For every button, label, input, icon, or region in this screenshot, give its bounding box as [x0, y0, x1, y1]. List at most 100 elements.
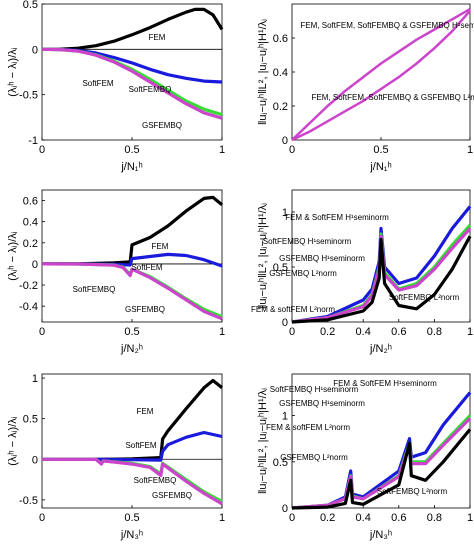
- series-line-1: [42, 430, 223, 462]
- annotation-label: SoftFEMBQ H¹seminorm: [263, 237, 352, 246]
- y-tick-label: 0: [282, 317, 288, 329]
- annotation-label: GSFEMBQ L²norm: [280, 453, 348, 462]
- x-tick-label: 0.2: [320, 326, 335, 338]
- annotation-label: FEM, SoftFEM, SoftFEMBQ & GSFEMBQ L²norm: [312, 93, 474, 102]
- annotation-label: SoftFEMBQ: [134, 476, 177, 485]
- annotation-label: FEM, SoftFEM, SoftFEMBQ & GSFEMBQ H¹semi…: [300, 21, 474, 30]
- y-tick-label: 0: [32, 259, 38, 271]
- x-axis-label: j/N₂ʰ: [369, 343, 392, 355]
- series-line-2: [291, 417, 472, 510]
- y-tick-label: 1: [282, 207, 288, 219]
- x-tick-label: 0.2: [320, 512, 335, 524]
- annotation-label: SoftFEM: [125, 441, 156, 450]
- x-tick-label: 0.5: [124, 512, 139, 524]
- x-axis-label: j/N₂ʰ: [120, 343, 143, 355]
- annotation-label: FEM & SoftFEM H¹seminorm: [285, 213, 389, 222]
- x-tick-label: 1: [219, 144, 225, 156]
- y-tick-label: 0: [32, 44, 38, 56]
- y-tick-label: -0.4: [19, 301, 38, 313]
- y-tick-label: 0.4: [273, 67, 288, 79]
- x-axis-label: j/N₁ʰ: [369, 161, 391, 173]
- series-line-2: [41, 47, 223, 117]
- plot-frame: [291, 189, 471, 323]
- x-tick-label: 1: [467, 326, 473, 338]
- annotation-label: GSFEMBQ H¹seminorm: [279, 399, 365, 408]
- x-tick-label: 0.6: [391, 512, 406, 524]
- annotation-label: GSFEMBQ: [125, 305, 165, 314]
- annotation-label: FEM: [137, 407, 154, 416]
- x-tick-label: 1: [467, 512, 473, 524]
- annotation-label: SoftFEMBQ H¹seminorm: [270, 385, 359, 394]
- y-tick-label: 0: [282, 135, 288, 147]
- series-line-0: [291, 8, 471, 141]
- y-tick-label: 0.6: [273, 33, 288, 45]
- x-tick-label: 1: [219, 326, 225, 338]
- y-tick-label: 0.2: [273, 101, 288, 113]
- chart-panel-f: 0 0.2 0.4 0.6 0.8 1 0 0.5 1 j/N₃ʰ ‖uⱼ−uⱼʰ‖L², |uⱼ−…: [257, 373, 473, 541]
- y-tick-label: -0.5: [19, 90, 38, 102]
- y-tick-label: -0.2: [19, 280, 38, 292]
- x-axis-label: j/N₃ʰ: [120, 529, 143, 541]
- series-line-0: [41, 195, 224, 266]
- y-axis-label: ‖uⱼ−uⱼʰ‖L², |uⱼ−uⱼʰ|H¹/λⱼ: [257, 203, 269, 309]
- series-line-1: [291, 9, 471, 142]
- x-tick-label: 0: [39, 144, 45, 156]
- x-axis-label: j/N₁ʰ: [120, 161, 142, 173]
- y-tick-label: 0: [282, 503, 288, 515]
- x-tick-label: 1: [467, 144, 473, 156]
- x-axis-label: j/N₃ʰ: [369, 529, 392, 541]
- y-axis-label: (λⱼʰ − λⱼ)/λⱼ: [7, 231, 19, 280]
- x-tick-label: 0.8: [427, 512, 442, 524]
- series-line-3: [41, 47, 223, 120]
- x-tick-label: 0: [289, 326, 295, 338]
- annotation-label: GSFEMBQ H¹seminorm: [279, 254, 365, 263]
- chart-panel-b: 0 0.5 1 0 0.2 0.4 0.6 j/N₁ʰ ‖uⱼ−uⱼʰ‖L², |uⱼ−uⱼʰ|…: [257, 3, 474, 173]
- series-line-3: [291, 235, 472, 324]
- x-tick-label: 0.8: [427, 326, 442, 338]
- series-line-0: [41, 7, 224, 51]
- y-tick-label: 1: [32, 373, 38, 385]
- y-tick-label: 0.5: [23, 414, 38, 426]
- annotation-label: SoftFEMBQ: [73, 285, 116, 294]
- x-tick-label: 0: [289, 144, 295, 156]
- y-tick-label: -0.5: [19, 495, 38, 507]
- y-tick-label: 0: [32, 454, 38, 466]
- annotation-label: SoftFEMBQ: [129, 85, 172, 94]
- x-tick-label: 0.4: [356, 512, 371, 524]
- series-line-1: [41, 47, 223, 84]
- chart-panel-a: 0 0.5 1 -1 -0.5 0 0.5 j/N₁ʰ (λⱼʰ − λⱼ)/λⱼ FEM Soft…: [7, 0, 225, 173]
- y-tick-label: 0.6: [23, 196, 38, 208]
- x-tick-label: 0.5: [124, 326, 139, 338]
- chart-panel-e: 0 0.5 1-0.500.51j/N₃ʰ(λⱼʰ − λⱼ)/λⱼFEMSoftF…: [7, 373, 225, 541]
- y-tick-label: 1: [282, 411, 288, 423]
- chart-panel-d: 0 0.2 0.4 0.6 0.8 1 0 0.5 1 j/N₂ʰ ‖uⱼ−uⱼʰ‖L², |uⱼ−…: [251, 189, 473, 355]
- x-tick-label: 1: [219, 512, 225, 524]
- annotation-label: SoftFEM: [131, 263, 162, 272]
- x-tick-label: 0.4: [356, 326, 371, 338]
- annotation-label: FEM: [149, 33, 166, 42]
- y-tick-label: 0.4: [23, 217, 38, 229]
- y-tick-label: 0.5: [273, 457, 288, 469]
- y-tick-label: 0.5: [23, 0, 38, 11]
- y-tick-label: -1: [28, 135, 38, 147]
- x-tick-label: 0: [289, 512, 295, 524]
- plot-frame: [291, 373, 471, 509]
- annotation-label: GSFEMBQ: [142, 121, 182, 130]
- x-tick-label: 0.5: [124, 144, 139, 156]
- series-line-3: [41, 262, 223, 321]
- annotation-label: FEM: [152, 242, 169, 251]
- annotation-label: FEM & softFEM L²norm: [266, 423, 350, 432]
- annotation-label: GSFEMBQ: [152, 491, 192, 500]
- x-tick-label: 0.6: [391, 326, 406, 338]
- chart-panel-c: 0 0.5 1 -0.4 -0.2 0 0.2 0.4 0.6 j/N₂ʰ (λⱼʰ − λⱼ)/λ…: [7, 189, 225, 355]
- annotation-label: FEM & SoftFEM H¹seminorm: [333, 379, 437, 388]
- annotation-label: SoftFEMBQ L²norm: [377, 487, 448, 496]
- annotation-label: FEM & softFEM L²norm: [251, 305, 335, 314]
- x-tick-label: 0.5: [373, 144, 388, 156]
- series-line-3: [41, 457, 223, 506]
- x-tick-label: 0: [39, 512, 45, 524]
- y-axis-label: (λⱼʰ − λⱼ)/λⱼ: [7, 416, 19, 465]
- annotation-label: SoftFEM: [82, 79, 113, 88]
- annotation-label: SoftFEMBQ L²norm: [389, 293, 460, 302]
